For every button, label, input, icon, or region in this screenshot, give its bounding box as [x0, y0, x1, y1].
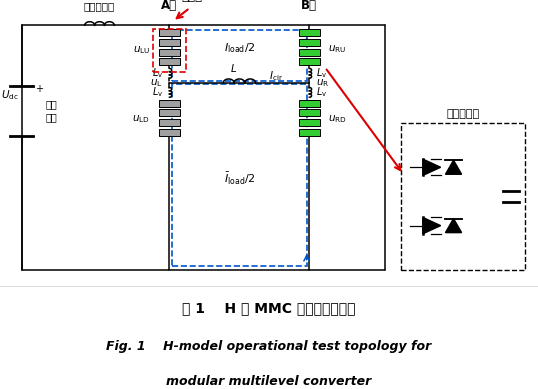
Text: $U_{\rm dc}$: $U_{\rm dc}$ — [1, 88, 19, 102]
Bar — [299, 29, 320, 36]
Text: $I_{\rm load}/2$: $I_{\rm load}/2$ — [224, 41, 255, 55]
Bar — [299, 119, 320, 126]
Bar — [172, 30, 307, 81]
Polygon shape — [445, 160, 462, 174]
Text: Fig. 1    H-model operational test topology for: Fig. 1 H-model operational test topology… — [107, 340, 431, 353]
Text: $u_{\rm RD}$: $u_{\rm RD}$ — [328, 113, 346, 125]
Text: $L_{\rm v}$: $L_{\rm v}$ — [316, 67, 327, 80]
Text: $L_{\rm v}$: $L_{\rm v}$ — [152, 86, 163, 99]
Text: $u_{\rm LD}$: $u_{\rm LD}$ — [132, 113, 150, 125]
Text: 平波电抗器: 平波电抗器 — [84, 2, 115, 12]
Bar — [159, 49, 180, 56]
Polygon shape — [445, 219, 462, 233]
Text: +: + — [36, 84, 44, 95]
Bar — [159, 109, 180, 116]
Text: $I_{\rm cir}$: $I_{\rm cir}$ — [269, 69, 283, 83]
Bar — [159, 100, 180, 107]
Bar — [299, 39, 320, 46]
Bar — [159, 58, 180, 65]
Text: 半桥子模块: 半桥子模块 — [446, 109, 479, 119]
Text: A相: A相 — [161, 0, 178, 12]
Bar — [172, 84, 307, 266]
Bar — [299, 129, 320, 136]
Text: B相: B相 — [301, 0, 317, 12]
Bar — [299, 100, 320, 107]
Polygon shape — [423, 217, 441, 234]
Bar — [153, 29, 186, 72]
Text: $\bar{I}_{\rm load}/2$: $\bar{I}_{\rm load}/2$ — [224, 171, 255, 187]
Text: $u_{\rm L}$: $u_{\rm L}$ — [151, 77, 163, 89]
Bar — [401, 123, 525, 270]
Bar — [159, 119, 180, 126]
Bar — [159, 129, 180, 136]
Text: 图 1    H 型 MMC 阀运行试验拓扑: 图 1 H 型 MMC 阀运行试验拓扑 — [182, 301, 356, 315]
Text: $L_{\rm v}$: $L_{\rm v}$ — [152, 67, 163, 80]
Text: $L_{\rm v}$: $L_{\rm v}$ — [316, 86, 327, 99]
Text: 直流
电源: 直流 电源 — [46, 100, 58, 122]
Text: 阀组件: 阀组件 — [181, 0, 203, 3]
Text: $L$: $L$ — [230, 62, 238, 74]
Bar — [299, 109, 320, 116]
Text: $u_{\rm R}$: $u_{\rm R}$ — [316, 77, 329, 89]
Text: $u_{\rm RU}$: $u_{\rm RU}$ — [328, 43, 346, 54]
Bar — [299, 58, 320, 65]
Text: modular multilevel converter: modular multilevel converter — [166, 375, 372, 388]
Text: $u_{\rm LU}$: $u_{\rm LU}$ — [133, 45, 150, 56]
Bar — [299, 49, 320, 56]
Bar — [159, 39, 180, 46]
Bar — [159, 29, 180, 36]
Polygon shape — [423, 159, 441, 175]
